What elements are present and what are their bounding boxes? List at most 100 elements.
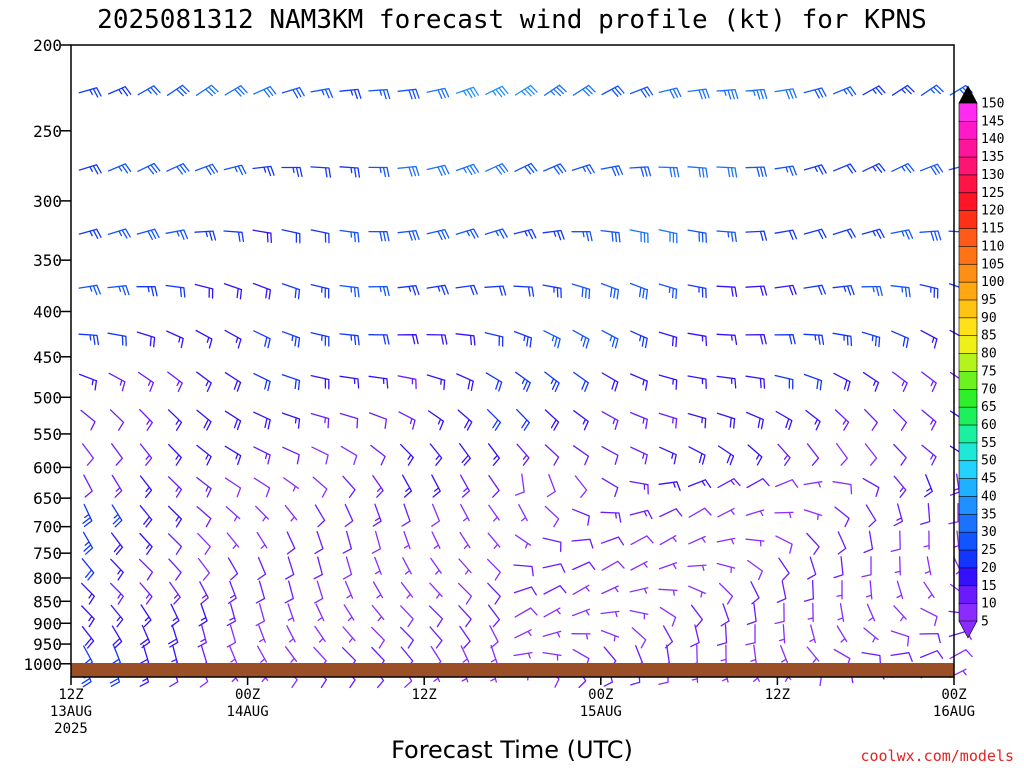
wind-barb	[137, 371, 155, 392]
wind-barb	[949, 649, 973, 660]
wind-barb	[284, 646, 298, 663]
y-tick-label: 700	[33, 518, 62, 537]
wind-barb	[253, 85, 277, 98]
wind-barb	[166, 330, 184, 349]
wind-barb	[836, 443, 848, 466]
wind-barb	[658, 331, 678, 348]
wind-barb	[426, 284, 449, 296]
wind-barb	[282, 446, 300, 465]
wind-barb	[226, 624, 237, 648]
wind-barb	[514, 534, 532, 549]
wind-barb	[310, 283, 330, 299]
wind-barb	[573, 371, 589, 392]
wind-barb	[342, 475, 356, 498]
wind-barb	[371, 530, 382, 554]
colorbar-label: 65	[981, 400, 997, 415]
wind-barb	[630, 411, 648, 430]
y-tick-label: 900	[33, 614, 62, 633]
wind-barb	[836, 580, 843, 600]
wind-barb	[688, 535, 706, 545]
wind-barb	[110, 532, 124, 555]
wind-barb	[600, 511, 622, 523]
wind-barb	[832, 332, 853, 347]
colorbar-swatch	[958, 120, 978, 140]
wind-barb	[281, 412, 301, 429]
wind-barb	[803, 284, 826, 296]
wind-barb	[658, 87, 682, 99]
y-tick-label: 400	[33, 302, 62, 321]
wind-barb	[167, 533, 183, 555]
wind-barb	[716, 166, 738, 178]
wind-barb	[168, 443, 182, 466]
wind-barb	[687, 375, 707, 390]
wind-barb	[311, 446, 329, 465]
wind-barb	[139, 475, 153, 498]
wind-barb	[716, 375, 737, 389]
wind-barb	[255, 505, 269, 522]
plot-frame	[70, 44, 955, 678]
colorbar-label: 40	[981, 489, 997, 504]
wind-barb	[110, 558, 124, 581]
colorbar-label: 50	[981, 454, 997, 469]
wind-barb	[775, 535, 793, 554]
wind-barb	[518, 504, 528, 522]
wind-barb	[314, 530, 324, 555]
wind-barb	[893, 605, 907, 622]
wind-barb	[136, 331, 156, 348]
wind-barb	[658, 562, 678, 570]
wind-barb	[920, 329, 938, 349]
wind-barb	[745, 375, 766, 389]
wind-barb	[600, 610, 620, 618]
wind-barb	[368, 334, 390, 345]
wind-barb	[310, 229, 330, 244]
wind-barb	[629, 609, 649, 620]
wind-barb	[833, 556, 844, 579]
wind-barb	[397, 334, 419, 345]
wind-barb	[572, 508, 590, 526]
wind-barb	[167, 371, 183, 393]
wind-barb	[833, 86, 857, 97]
wind-barb	[716, 624, 728, 646]
wind-barb	[809, 624, 816, 644]
wind-barb	[168, 558, 182, 581]
wind-barb	[397, 285, 420, 296]
wind-barb	[658, 481, 681, 492]
wind-barb	[861, 228, 885, 239]
wind-barb	[429, 582, 443, 599]
wind-barb	[778, 557, 790, 581]
wind-barb	[169, 581, 181, 605]
colorbar-swatch	[958, 370, 978, 390]
wind-barb	[687, 332, 708, 347]
wind-barb	[919, 283, 939, 299]
wind-barb	[662, 625, 674, 649]
wind-barb	[455, 333, 476, 346]
wind-barb	[544, 505, 560, 528]
wind-barb	[256, 531, 268, 549]
colorbar-label: 135	[981, 150, 1004, 165]
wind-barb	[805, 409, 821, 431]
wind-barb	[516, 408, 530, 431]
wind-barb	[198, 603, 208, 627]
wind-barb	[864, 443, 878, 466]
wind-barb	[544, 371, 560, 393]
wind-barb	[371, 626, 385, 649]
wind-barb	[227, 580, 237, 604]
wind-barb	[514, 473, 525, 496]
wind-barb	[834, 409, 850, 431]
wind-barb	[342, 626, 356, 643]
wind-barb	[226, 532, 240, 549]
wind-barb	[833, 372, 851, 392]
wind-barb	[427, 410, 445, 431]
wind-barb	[687, 479, 712, 489]
wind-barb	[716, 333, 738, 346]
colorbar-label: 150	[981, 97, 1004, 112]
y-axis: 200 250 300 350 400 450 500 550 600 650 700 750 800 8…	[23, 36, 71, 674]
wind-barb	[861, 651, 882, 666]
wind-barb	[397, 229, 420, 241]
wind-barb	[921, 371, 937, 393]
wind-barb	[546, 473, 556, 498]
wind-barb	[658, 229, 678, 244]
y-tick-label: 250	[33, 122, 62, 141]
wind-barb	[774, 165, 797, 176]
